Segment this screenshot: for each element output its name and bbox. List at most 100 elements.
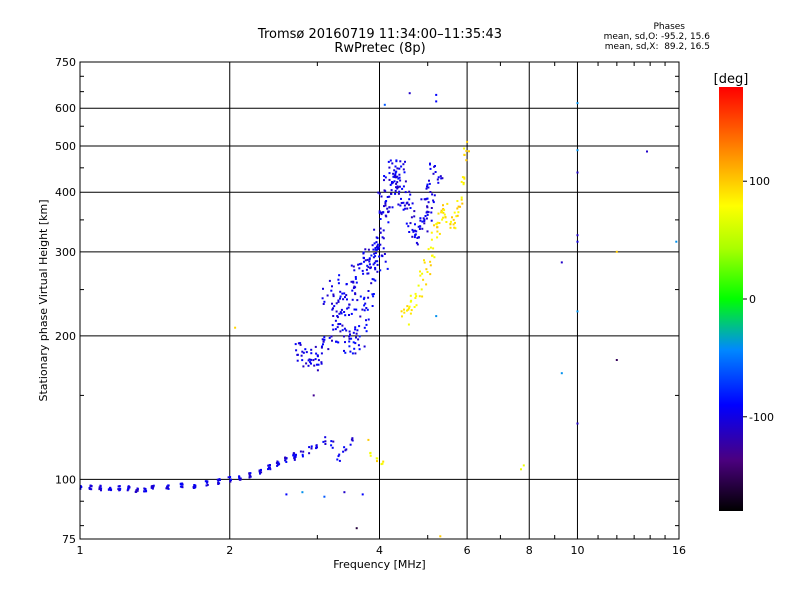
data-point — [386, 196, 389, 198]
data-point — [576, 422, 579, 425]
data-point — [374, 260, 377, 263]
data-point — [317, 363, 320, 366]
data-point — [370, 282, 373, 285]
data-point — [322, 287, 324, 290]
data-point — [576, 102, 579, 105]
data-point — [436, 178, 439, 181]
data-point — [371, 305, 374, 307]
data-point — [308, 452, 311, 455]
data-point — [384, 260, 387, 263]
stats-title: Phases — [653, 22, 685, 32]
x-tick-label: 4 — [376, 544, 383, 557]
x-tick-label: 10 — [570, 544, 584, 557]
data-point — [429, 260, 432, 263]
data-point — [398, 176, 401, 179]
data-point — [179, 485, 182, 488]
data-point — [336, 315, 339, 317]
data-point — [353, 308, 356, 311]
data-point — [462, 181, 465, 184]
data-point — [408, 92, 411, 95]
data-point — [379, 231, 382, 234]
data-point — [425, 283, 428, 286]
data-point — [379, 227, 382, 230]
data-point — [335, 340, 337, 343]
data-point — [315, 352, 318, 355]
data-point — [317, 359, 320, 362]
data-point — [277, 461, 280, 464]
data-point — [331, 324, 334, 327]
data-point — [380, 463, 383, 466]
data-point — [151, 487, 154, 490]
data-point — [348, 314, 350, 316]
data-point — [338, 453, 341, 456]
data-point — [382, 211, 385, 214]
data-point — [404, 207, 407, 210]
data-point — [441, 210, 443, 213]
data-point — [411, 228, 414, 231]
data-point — [363, 345, 366, 348]
data-point — [463, 147, 466, 150]
data-point — [424, 215, 427, 217]
data-point — [426, 230, 429, 233]
data-point — [355, 332, 358, 335]
data-point — [343, 335, 345, 338]
data-point — [371, 244, 374, 247]
data-point — [354, 277, 357, 280]
data-point — [384, 176, 387, 179]
data-point — [433, 224, 435, 227]
data-point — [424, 198, 427, 201]
data-point — [395, 176, 397, 179]
data-point — [320, 362, 323, 365]
data-point — [413, 236, 416, 239]
data-point — [413, 215, 416, 218]
data-point — [374, 248, 377, 251]
data-point — [249, 472, 252, 475]
data-point — [454, 227, 457, 230]
data-point — [400, 202, 403, 204]
data-point — [376, 460, 378, 463]
data-point — [307, 364, 310, 367]
data-point — [143, 487, 146, 490]
data-point — [462, 183, 465, 186]
data-point — [363, 326, 366, 329]
data-point — [402, 163, 405, 166]
data-point — [373, 261, 376, 264]
data-point — [248, 472, 251, 475]
data-point — [294, 455, 297, 458]
data-point — [367, 290, 370, 292]
data-point — [411, 202, 414, 205]
data-point — [181, 486, 184, 489]
data-point — [431, 254, 433, 257]
data-point — [312, 359, 315, 362]
data-point — [352, 341, 355, 344]
data-point — [432, 172, 435, 175]
data-point — [328, 336, 331, 339]
data-point — [368, 260, 371, 263]
data-point — [394, 173, 397, 176]
data-point — [439, 535, 442, 538]
data-point — [436, 226, 439, 229]
data-point — [337, 323, 340, 326]
y-tick-label: 600 — [55, 102, 76, 115]
data-point — [460, 180, 463, 183]
data-point — [339, 311, 342, 314]
data-point — [367, 272, 370, 275]
data-point — [434, 171, 437, 173]
data-point — [136, 487, 139, 490]
data-point — [382, 460, 385, 463]
data-point — [350, 312, 353, 315]
data-point — [310, 447, 313, 450]
data-point — [305, 351, 308, 354]
data-point — [90, 488, 93, 491]
data-point — [376, 263, 379, 266]
data-point — [393, 169, 396, 172]
data-point — [285, 461, 288, 463]
data-point — [397, 192, 400, 195]
data-point — [308, 446, 311, 449]
data-point — [400, 197, 402, 200]
data-point — [365, 330, 368, 333]
data-point — [375, 241, 378, 244]
data-point — [90, 485, 93, 488]
data-point — [399, 179, 402, 182]
data-point — [259, 469, 262, 471]
